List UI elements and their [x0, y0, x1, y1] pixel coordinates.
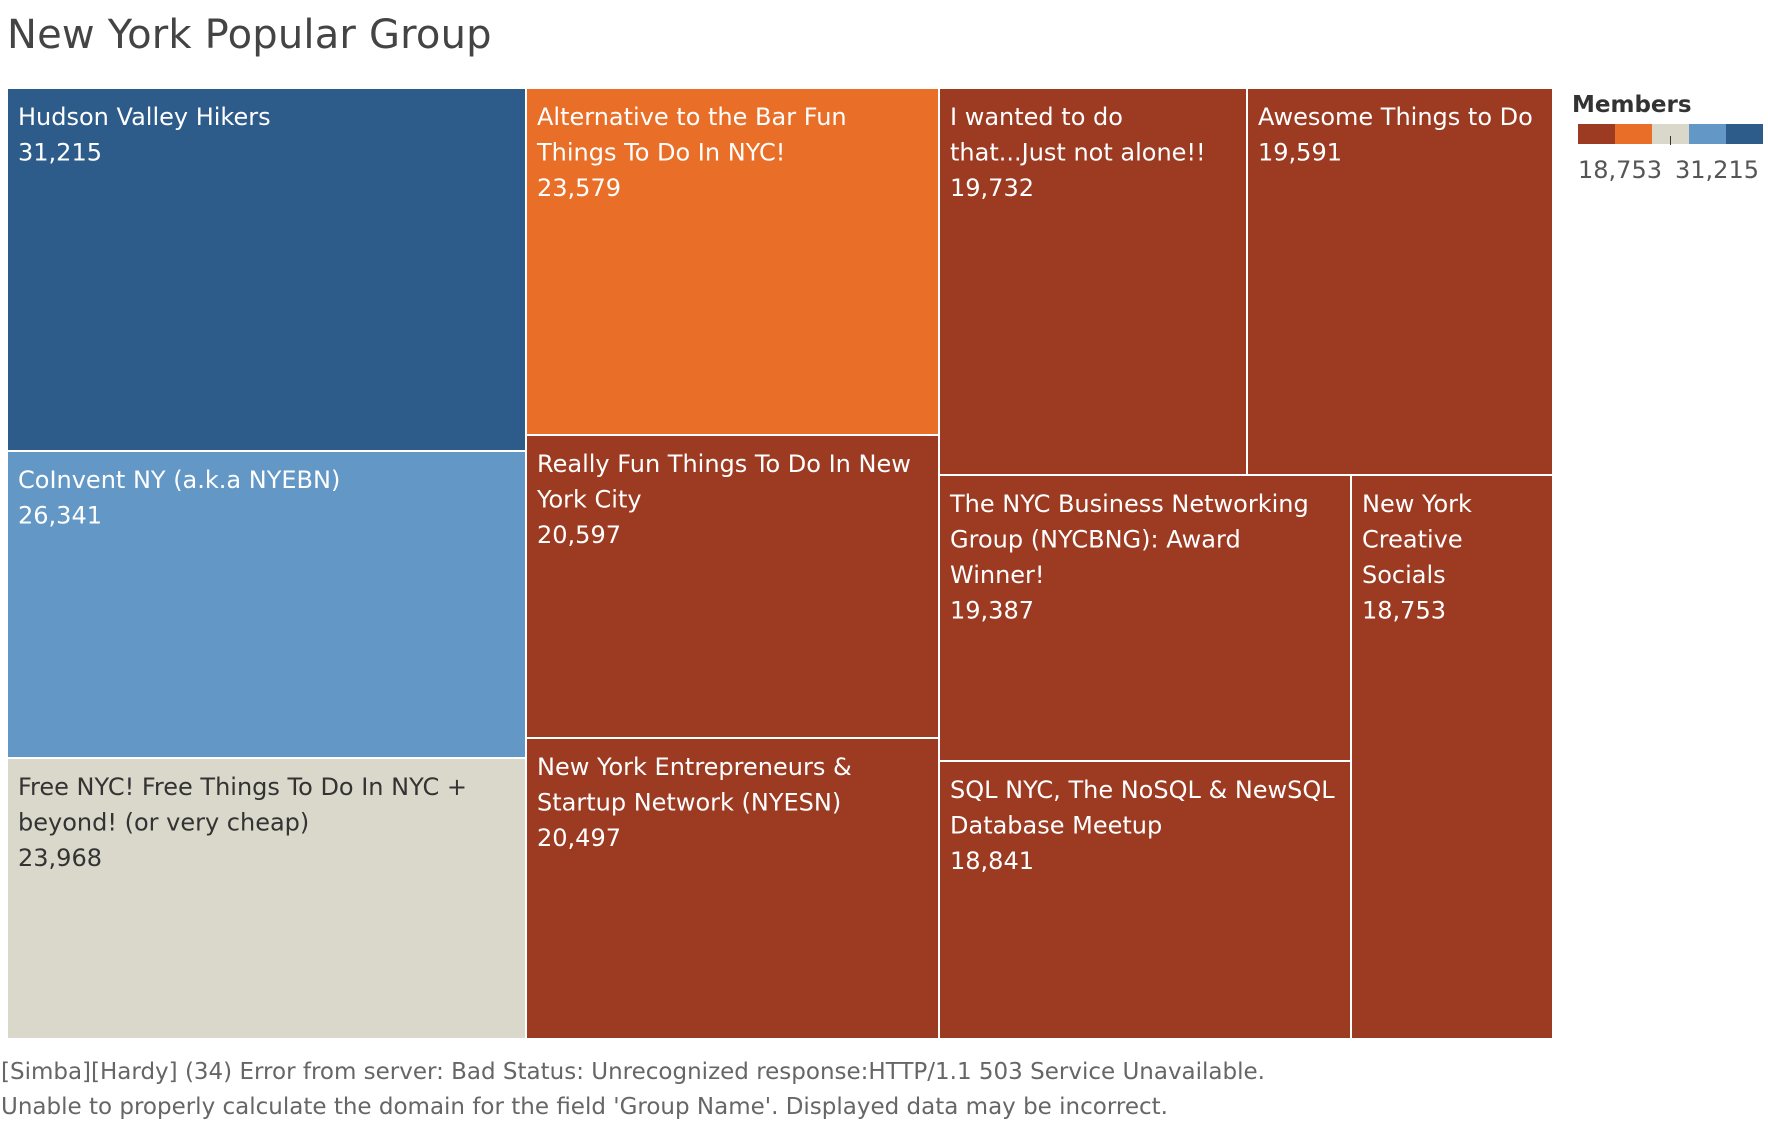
treemap-tile[interactable]: SQL NYC, The NoSQL & NewSQL Database Meet… — [938, 760, 1352, 1040]
treemap-tile-label: Awesome Things to Do — [1258, 103, 1533, 131]
treemap-tile-rect[interactable] — [938, 760, 1352, 1040]
treemap-tile-value: 19,387 — [950, 597, 1034, 625]
treemap-tile-value: 18,841 — [950, 847, 1034, 875]
error-message-line-1: [Simba][Hardy] (34) Error from server: B… — [1, 1059, 1265, 1085]
treemap-tile-rect[interactable] — [1350, 474, 1554, 1040]
treemap-tile-label: New York Creative Socials — [1362, 490, 1472, 589]
treemap-tile-label: New York Entrepreneurs & Startup Network … — [537, 753, 852, 817]
legend-color-ramp — [1578, 124, 1763, 144]
legend-swatch — [1726, 124, 1763, 144]
treemap-tile-rect[interactable] — [938, 474, 1352, 762]
legend-max-label: 31,215 — [1675, 156, 1759, 184]
treemap-tile[interactable]: I wanted to do that...Just not alone!! 19,… — [938, 87, 1248, 476]
chart-title: New York Popular Group — [7, 12, 492, 58]
treemap-tile-value: 18,753 — [1362, 597, 1446, 625]
treemap-tile[interactable]: Hudson Valley Hikers 31,215 — [6, 87, 527, 452]
treemap-tile-label: I wanted to do that...Just not alone!! — [950, 103, 1206, 167]
treemap-tile[interactable]: CoInvent NY (a.k.a NYEBN) 26,341 — [6, 450, 527, 759]
legend-swatch — [1578, 124, 1615, 144]
treemap-tile[interactable]: Really Fun Things To Do In New York City 2… — [525, 434, 940, 739]
treemap-tile-label: Free NYC! Free Things To Do In NYC + beyo… — [18, 773, 467, 837]
treemap-tile-value: 23,968 — [18, 844, 102, 872]
legend-swatch — [1652, 124, 1689, 144]
treemap-tile-value: 19,732 — [950, 174, 1034, 202]
treemap-tile-value: 26,341 — [18, 502, 102, 530]
treemap-tile-rect[interactable] — [6, 757, 527, 1040]
legend-swatch — [1615, 124, 1652, 144]
treemap-tile-rect[interactable] — [6, 87, 527, 452]
legend-swatch — [1689, 124, 1726, 144]
treemap-tile[interactable]: Free NYC! Free Things To Do In NYC + beyo… — [6, 757, 527, 1040]
treemap-tile[interactable]: Alternative to the Bar Fun Things To Do I… — [525, 87, 940, 436]
legend-midpoint-tick — [1670, 136, 1671, 145]
treemap-tile-rect[interactable] — [525, 737, 940, 1040]
treemap-tile-label: Really Fun Things To Do In New York City — [536, 450, 911, 514]
treemap-tile-label: Hudson Valley Hikers — [18, 103, 271, 131]
treemap-tile-rect[interactable] — [938, 87, 1248, 476]
treemap-tile-label: Alternative to the Bar Fun Things To Do I… — [536, 103, 847, 167]
treemap-tile-value: 23,579 — [537, 174, 621, 202]
legend-min-label: 18,753 — [1578, 156, 1662, 184]
treemap-tile-label: CoInvent NY (a.k.a NYEBN) — [18, 466, 340, 494]
treemap-tile-value: 31,215 — [18, 139, 102, 167]
legend-title: Members — [1572, 92, 1692, 118]
treemap-tile-rect[interactable] — [6, 450, 527, 759]
treemap-tile-value: 19,591 — [1258, 139, 1342, 167]
treemap-tile-label: The NYC Business Networking Group (NYCBNG… — [949, 490, 1309, 589]
error-footer: [Simba][Hardy] (34) Error from server: B… — [1, 1055, 1265, 1125]
error-message-line-2: Unable to properly calculate the domain … — [1, 1094, 1168, 1120]
treemap-tile[interactable]: New York Creative Socials 18,753 — [1350, 474, 1554, 1040]
treemap-tile-value: 20,597 — [537, 521, 621, 549]
treemap-tile[interactable]: The NYC Business Networking Group (NYCBNG… — [938, 474, 1352, 762]
color-legend: Members 18,753 31,215 — [1569, 92, 1763, 192]
treemap-tile-rect[interactable] — [525, 434, 940, 739]
treemap-tile-rect[interactable] — [1246, 87, 1554, 476]
treemap-tile[interactable]: New York Entrepreneurs & Startup Network … — [525, 737, 940, 1040]
treemap-tile-value: 20,497 — [537, 824, 621, 852]
treemap-tile-label: SQL NYC, The NoSQL & NewSQL Database Meet… — [950, 776, 1335, 840]
treemap-tile[interactable]: Awesome Things to Do 19,591 — [1246, 87, 1554, 476]
